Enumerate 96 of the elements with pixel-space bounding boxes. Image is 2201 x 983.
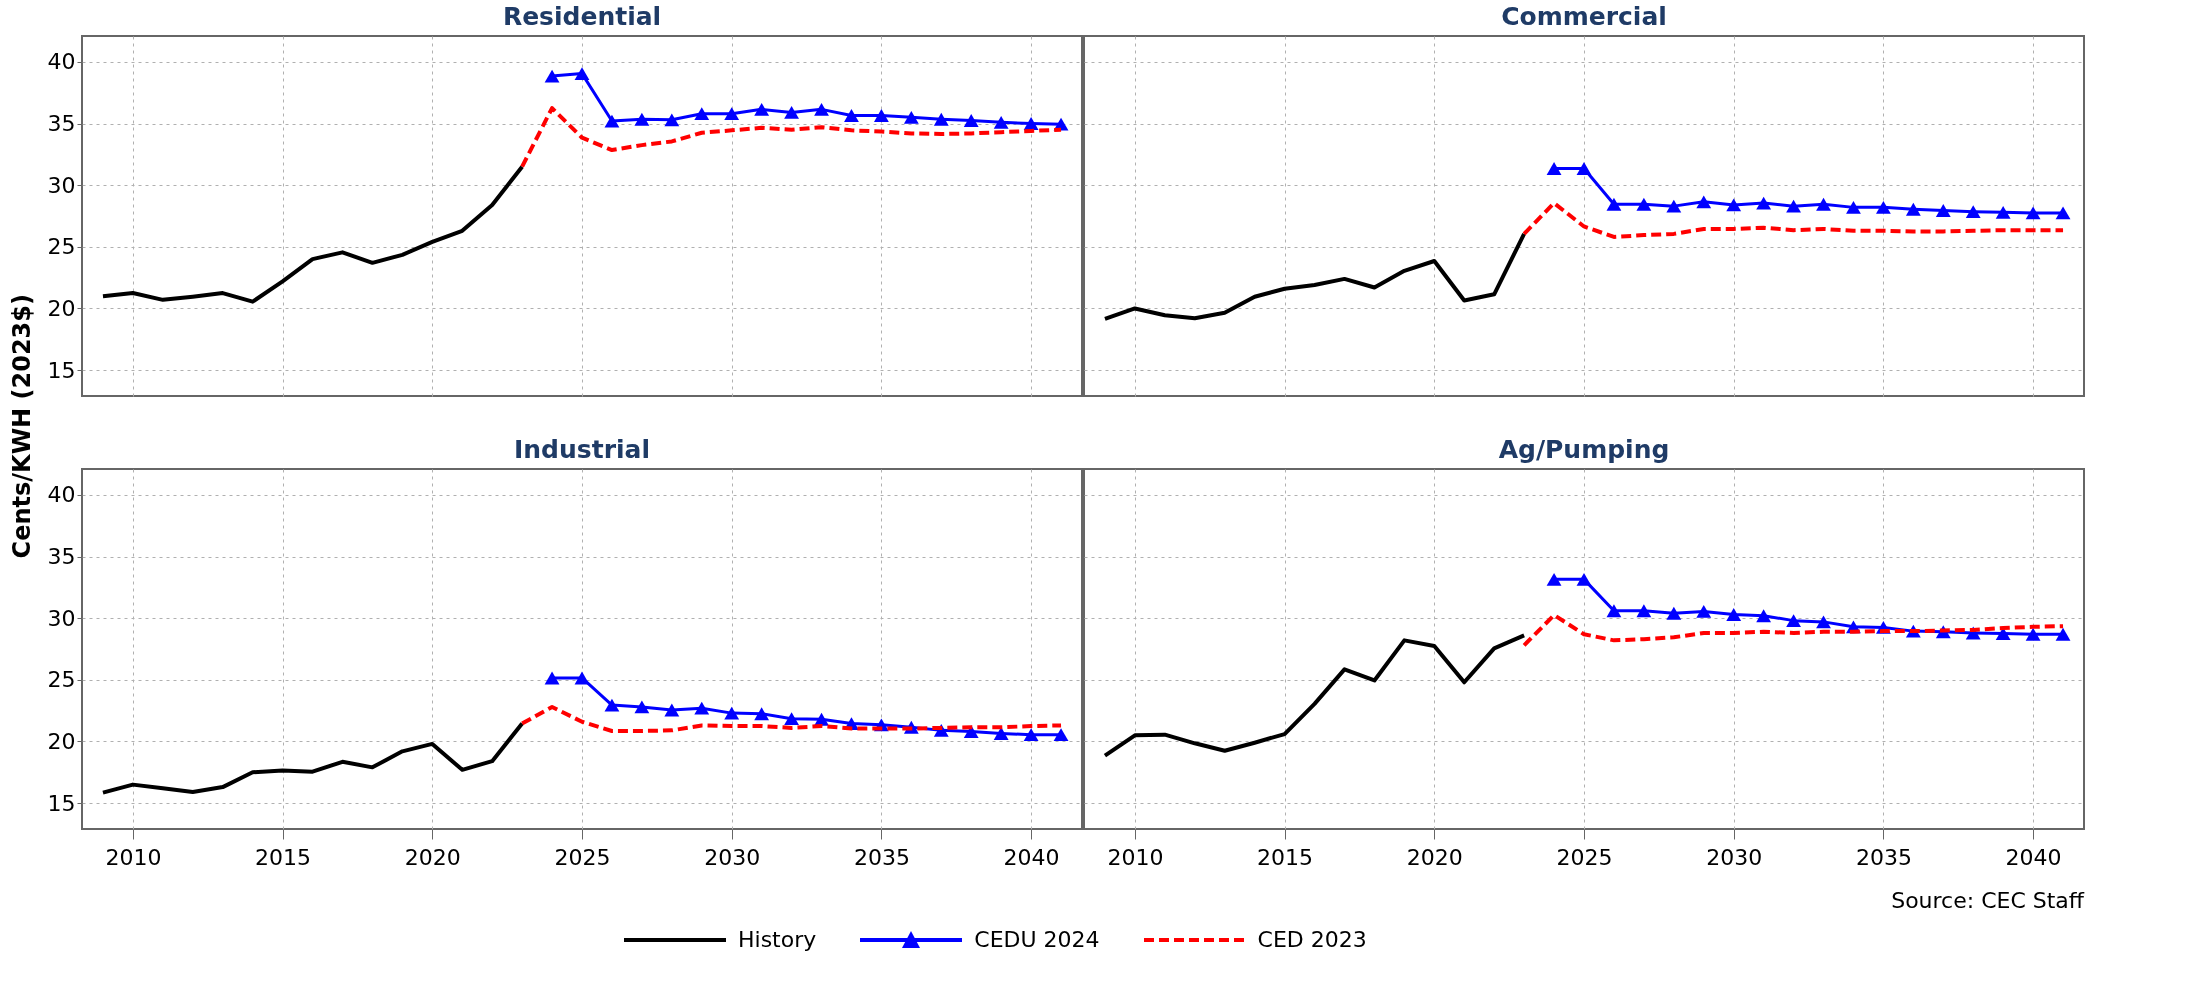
point (634, 700, 650, 714)
point (1696, 604, 1712, 618)
point (784, 106, 799, 119)
y-tick-label: 15 (47, 357, 76, 383)
point (963, 725, 979, 739)
point (993, 727, 1009, 740)
x-tick-label: 2030 (1706, 844, 1763, 870)
point (1726, 198, 1742, 212)
point (1546, 572, 1562, 586)
point (1875, 200, 1891, 214)
point (544, 69, 560, 83)
y-tick-label: 35 (47, 544, 76, 570)
point (1786, 199, 1801, 213)
y-tick-label: 25 (47, 667, 76, 693)
point (1816, 197, 1831, 211)
point (604, 698, 620, 712)
line-series (100, 721, 525, 795)
x-tick-label: 2040 (1003, 844, 1060, 870)
x-tick-label: 2025 (1556, 844, 1613, 870)
chart-title: Industrial (514, 435, 650, 464)
x-tick-label: 2015 (1257, 844, 1314, 870)
point (814, 102, 829, 116)
point (963, 114, 979, 127)
legend-label: CED 2023 (1257, 927, 1367, 952)
point (1576, 572, 1592, 586)
point (1756, 609, 1772, 623)
point (1905, 202, 1921, 216)
point (724, 706, 740, 720)
point (724, 107, 740, 121)
point (2025, 627, 2041, 641)
point (1546, 162, 1562, 175)
source-note: Source: CEC Staff (1891, 888, 2085, 913)
y-tick-label: 25 (47, 234, 76, 260)
point (574, 67, 590, 81)
point (2025, 206, 2041, 220)
point (784, 712, 799, 726)
point (1666, 199, 1682, 213)
point (1023, 728, 1039, 742)
x-tick-label: 2030 (704, 844, 761, 870)
y-tick-label: 30 (47, 172, 76, 198)
chart-title: Commercial (1501, 2, 1667, 31)
y-axis-title: Cents/KWH (2023$) (8, 294, 36, 559)
x-tick-label: 2020 (404, 844, 461, 870)
point (574, 671, 590, 685)
point (1786, 614, 1801, 628)
point (694, 107, 710, 121)
y-tick-label: 30 (47, 605, 76, 631)
point (754, 102, 770, 116)
x-tick-label: 2010 (1107, 844, 1164, 870)
x-tick-label: 2035 (1855, 844, 1912, 870)
legend-label: History (738, 927, 817, 952)
point (2055, 206, 2071, 220)
point (544, 671, 560, 685)
point (1756, 196, 1772, 210)
y-tick-label: 40 (47, 482, 76, 508)
point (1636, 604, 1652, 618)
point (993, 115, 1009, 129)
point (1606, 197, 1622, 211)
point (1995, 205, 2011, 219)
x-tick-label: 2040 (2005, 844, 2062, 870)
line-series (100, 164, 525, 304)
point (754, 707, 770, 721)
point (694, 701, 710, 715)
point (873, 109, 889, 122)
x-tick-label: 2015 (255, 844, 312, 870)
point (2055, 627, 2071, 641)
point (903, 110, 919, 124)
point (1606, 604, 1622, 618)
point (1965, 205, 1981, 219)
y-tick-label: 15 (47, 790, 76, 816)
point (1846, 200, 1861, 214)
chart-title: Residential (502, 2, 662, 31)
y-tick-label: 20 (47, 295, 76, 321)
point (664, 113, 680, 127)
x-tick-label: 2025 (554, 844, 611, 870)
point (634, 112, 650, 126)
chart-title: Ag/Pumping (1498, 435, 1670, 464)
y-tick-label: 20 (47, 728, 76, 754)
point (1053, 728, 1069, 742)
y-tick-label: 40 (47, 49, 76, 75)
x-tick-label: 2035 (853, 844, 910, 870)
point (933, 112, 949, 126)
point (1935, 204, 1951, 217)
point (604, 114, 620, 128)
point (1816, 615, 1831, 629)
point (1726, 608, 1742, 621)
point (844, 109, 859, 122)
point (664, 703, 680, 717)
legend-label: CEDU 2024 (974, 927, 1100, 952)
x-tick-label: 2020 (1406, 844, 1463, 870)
y-tick-label: 35 (47, 111, 76, 137)
point (1696, 195, 1712, 209)
point (1576, 162, 1592, 175)
point (1666, 606, 1682, 620)
x-tick-label: 2010 (105, 844, 162, 870)
point (1636, 197, 1652, 211)
